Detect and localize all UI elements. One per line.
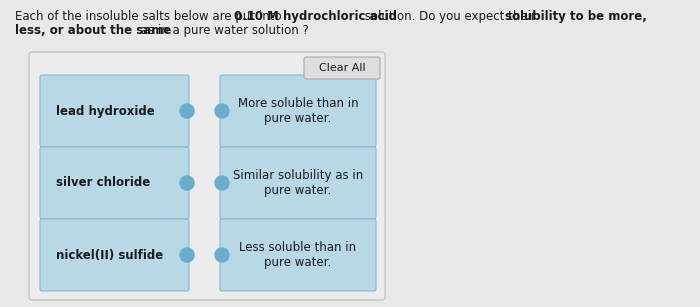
Text: Less soluble than in
pure water.: Less soluble than in pure water. xyxy=(239,241,356,269)
Text: More soluble than in
pure water.: More soluble than in pure water. xyxy=(238,97,358,125)
Text: Each of the insoluble salts below are put into: Each of the insoluble salts below are pu… xyxy=(15,10,286,23)
Text: Similar solubility as in
pure water.: Similar solubility as in pure water. xyxy=(233,169,363,197)
Text: lead hydroxide: lead hydroxide xyxy=(56,104,155,118)
Circle shape xyxy=(215,176,229,190)
Text: nickel(II) sulfide: nickel(II) sulfide xyxy=(56,248,163,262)
FancyBboxPatch shape xyxy=(29,52,385,300)
Text: less, or about the same: less, or about the same xyxy=(15,24,172,37)
Circle shape xyxy=(180,176,194,190)
Circle shape xyxy=(215,104,229,118)
FancyBboxPatch shape xyxy=(40,219,189,291)
FancyBboxPatch shape xyxy=(220,219,376,291)
FancyBboxPatch shape xyxy=(40,75,189,147)
Text: Clear All: Clear All xyxy=(318,63,365,73)
Circle shape xyxy=(180,104,194,118)
Text: silver chloride: silver chloride xyxy=(56,177,150,189)
Text: solubility to be more,: solubility to be more, xyxy=(505,10,647,23)
FancyBboxPatch shape xyxy=(304,57,380,79)
FancyBboxPatch shape xyxy=(220,75,376,147)
Circle shape xyxy=(180,248,194,262)
FancyBboxPatch shape xyxy=(40,147,189,219)
Circle shape xyxy=(215,248,229,262)
Text: solution. Do you expect their: solution. Do you expect their xyxy=(360,10,540,23)
Text: 0.10 M hydrochloric acid: 0.10 M hydrochloric acid xyxy=(234,10,396,23)
FancyBboxPatch shape xyxy=(220,147,376,219)
Text: as in a pure water solution ?: as in a pure water solution ? xyxy=(137,24,309,37)
